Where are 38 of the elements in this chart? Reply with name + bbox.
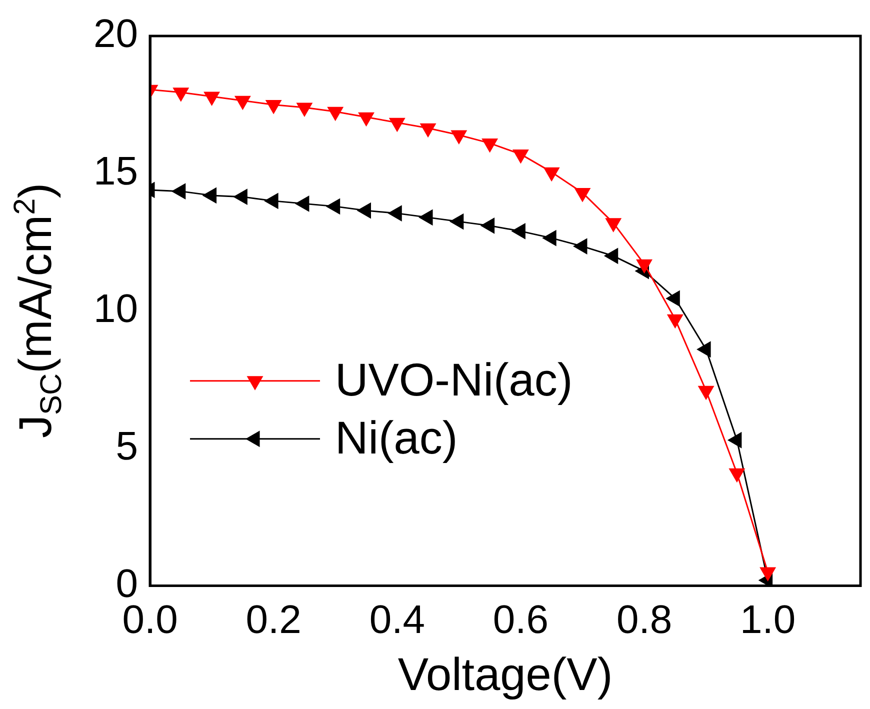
legend-label: Ni(ac) [335, 412, 458, 464]
point [697, 342, 711, 358]
point [512, 224, 526, 239]
point [574, 238, 588, 254]
point [296, 102, 312, 116]
x-tick-label: 0.8 [616, 598, 672, 642]
point [513, 149, 528, 163]
point [451, 130, 467, 144]
point [204, 92, 220, 106]
point [574, 188, 590, 202]
point [419, 210, 433, 226]
point [173, 88, 189, 102]
point [450, 214, 464, 230]
legend-label: UVO-Ni(ac) [335, 354, 573, 406]
point [234, 96, 250, 110]
x-tick-label: 1.0 [740, 598, 796, 642]
y-tick-label: 15 [94, 149, 138, 194]
point [728, 432, 742, 448]
y-tick-label: 20 [94, 12, 138, 56]
point [420, 123, 436, 137]
x-tick-label: 0.4 [369, 598, 425, 642]
x-tick-label: 0.2 [246, 598, 302, 642]
point [388, 206, 402, 221]
point [328, 106, 344, 120]
x-axis-title: Voltage(V) [398, 648, 613, 700]
point [266, 100, 282, 114]
point [481, 218, 495, 234]
point [666, 290, 680, 306]
y-tick-label: 10 [94, 286, 138, 331]
x-tick-label: 0.6 [492, 598, 548, 642]
point [389, 118, 405, 132]
point [542, 230, 556, 246]
point [604, 248, 618, 264]
point [358, 112, 374, 126]
point [544, 167, 560, 181]
point [482, 138, 498, 152]
y-tick-label: 5 [116, 424, 138, 468]
point [326, 198, 340, 214]
